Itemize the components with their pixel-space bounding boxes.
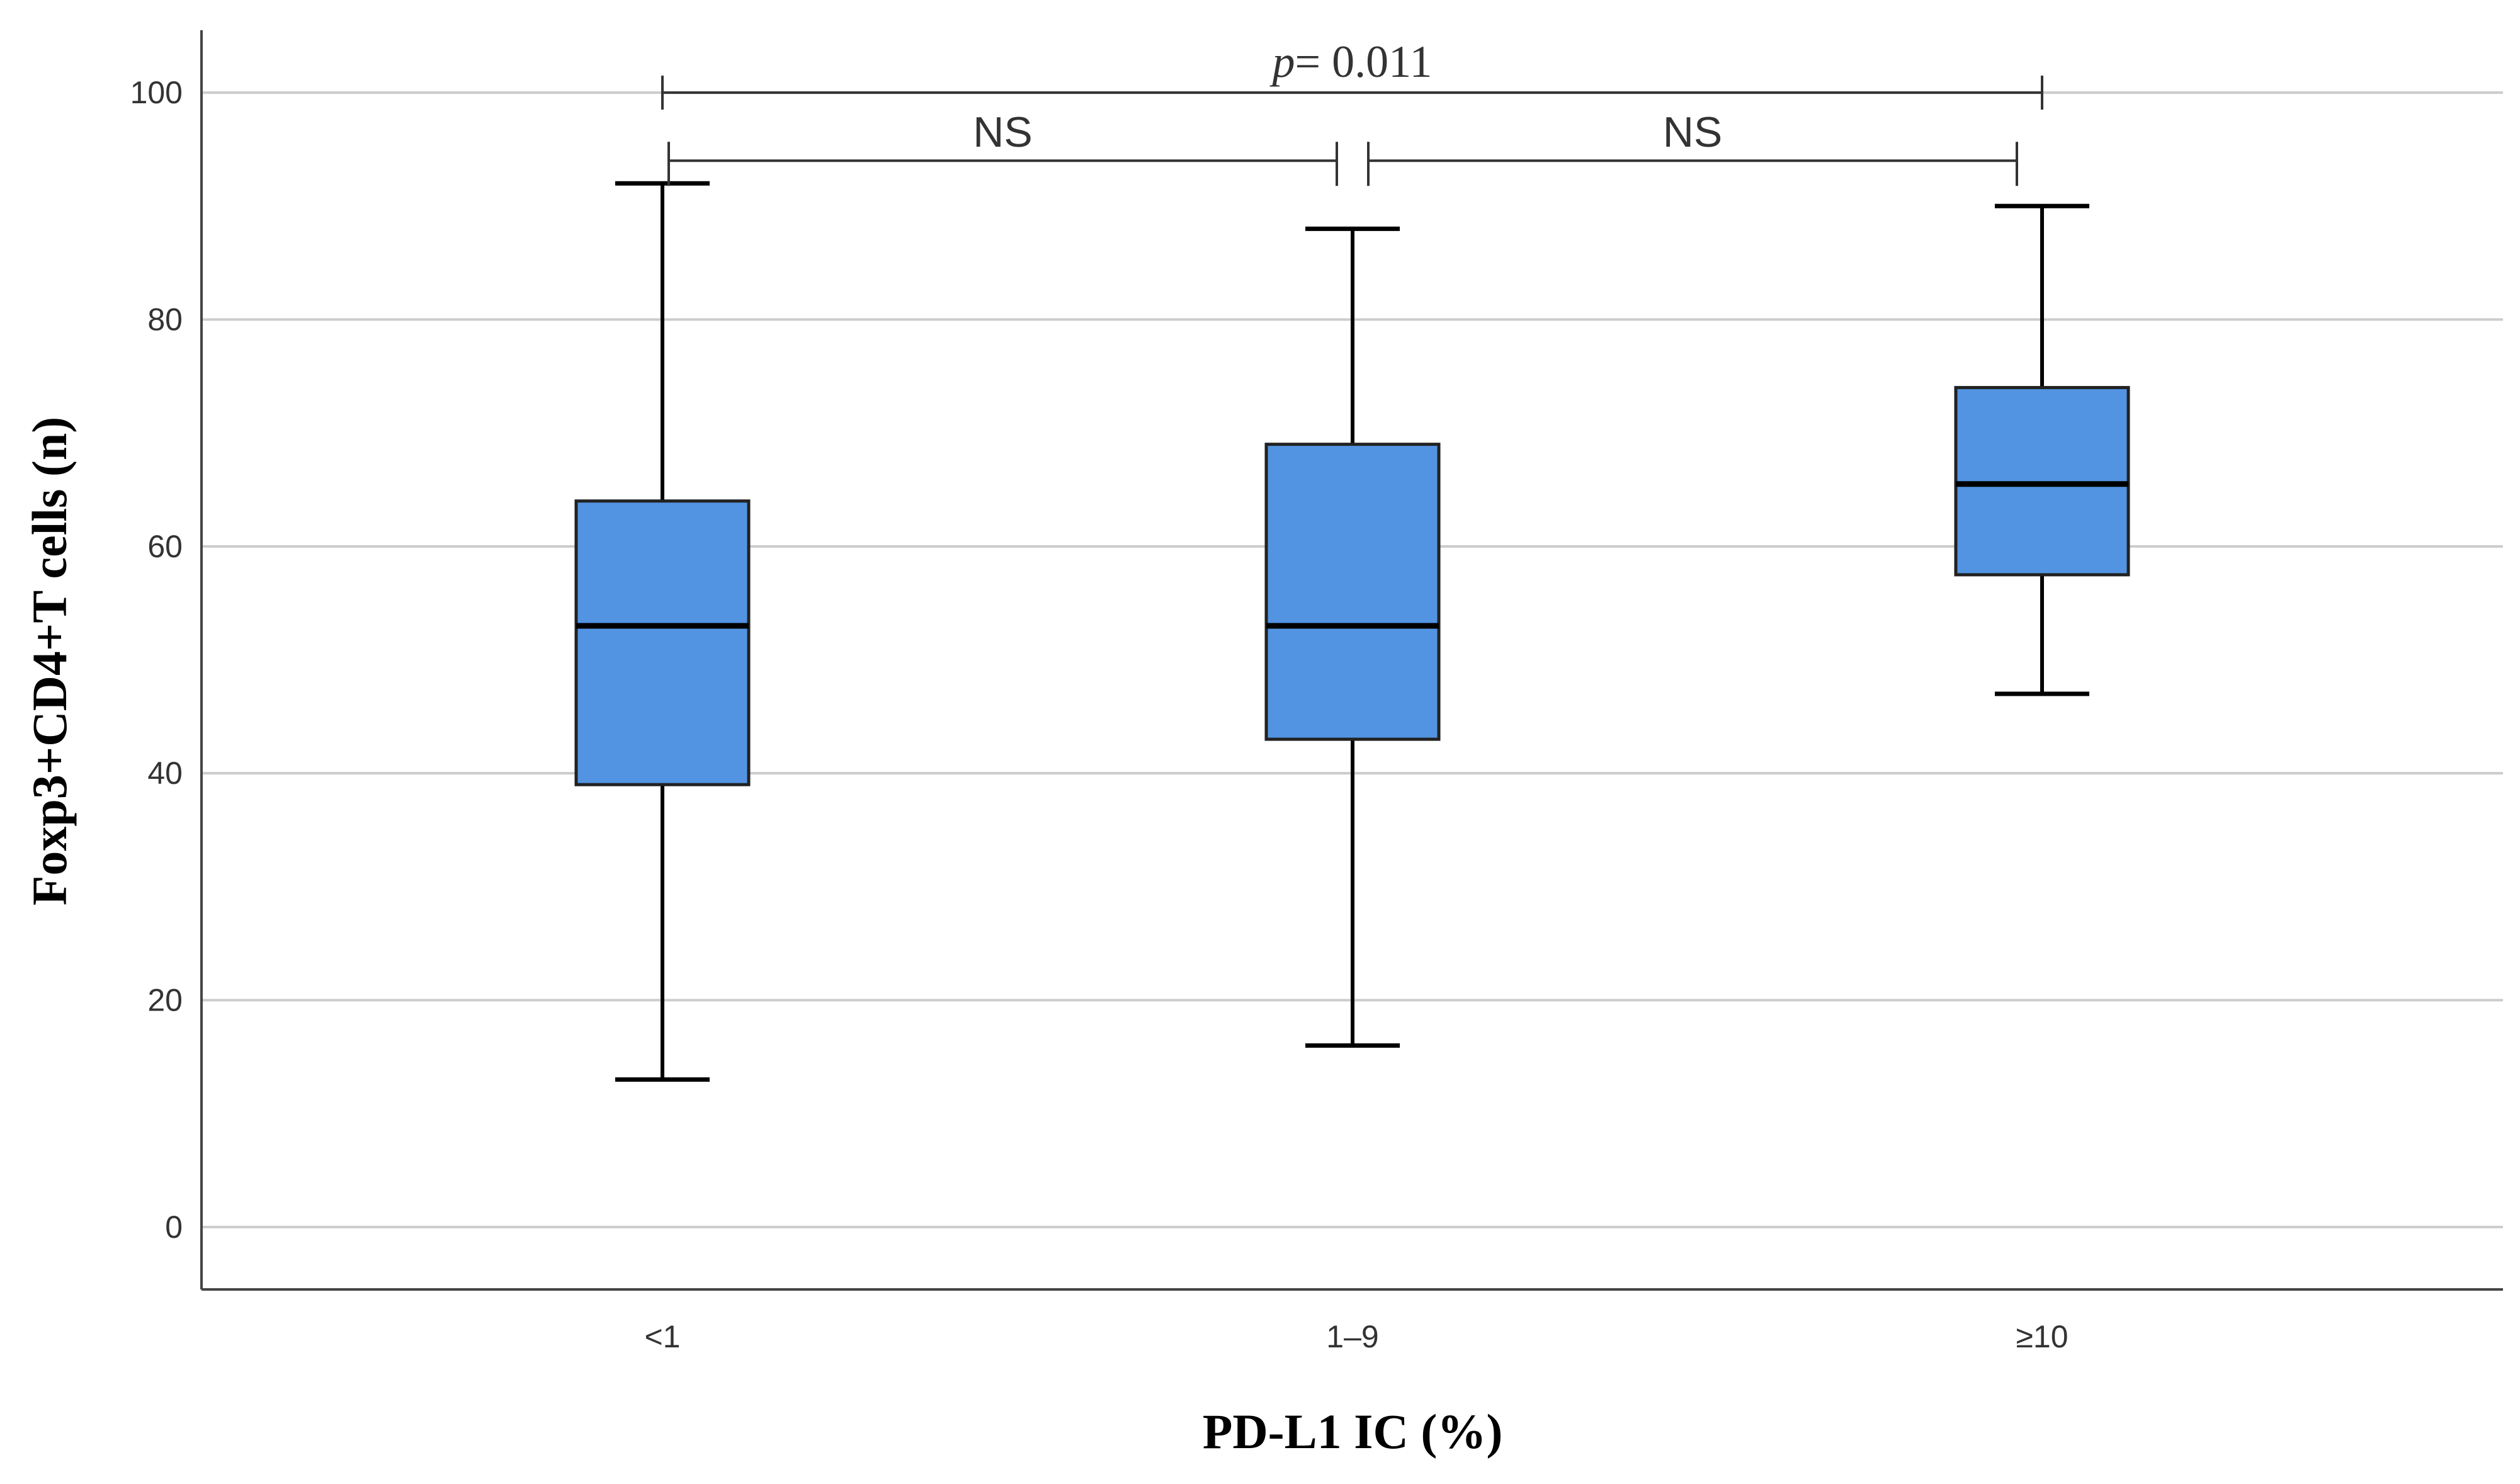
comparison-bracket: NS <box>667 108 1338 186</box>
box-group <box>574 181 751 1082</box>
x-tick-labels: <1 1–9 ≥10 <box>644 1319 2068 1354</box>
y-axis-title: Foxp3+CD4+T cells (n) <box>22 417 77 905</box>
significance-brackets: p= 0.011 NS NS <box>661 37 2043 186</box>
y-tick-label: 20 <box>147 983 183 1018</box>
box-group <box>1954 203 2130 696</box>
comparison-bracket: p= 0.011 <box>661 37 2043 110</box>
box-iqr <box>1954 386 2130 577</box>
y-tick-label: 100 <box>130 75 183 110</box>
comparison-bracket: NS <box>1367 108 2018 186</box>
box-iqr <box>1264 443 1441 741</box>
x-axis-title: PD-L1 IC (%) <box>1203 1404 1503 1459</box>
box-group <box>1264 226 1441 1048</box>
y-tick-label: 40 <box>147 756 183 791</box>
x-tick-label: <1 <box>644 1319 680 1354</box>
x-tick-label: ≥10 <box>2016 1319 2068 1354</box>
bracket-label: p= 0.011 <box>1269 37 1433 87</box>
box-iqr <box>574 499 751 786</box>
x-tick-label: 1–9 <box>1326 1319 1378 1354</box>
y-tick-labels: 0 20 40 60 80 100 <box>130 75 183 1245</box>
axes <box>200 30 2503 1291</box>
bracket-label: NS <box>973 108 1032 156</box>
bracket-label: NS <box>1663 108 1722 156</box>
y-tick-label: 80 <box>147 302 183 337</box>
y-tick-label: 60 <box>147 529 183 564</box>
boxes <box>574 181 2130 1082</box>
y-tick-label: 0 <box>165 1209 183 1245</box>
